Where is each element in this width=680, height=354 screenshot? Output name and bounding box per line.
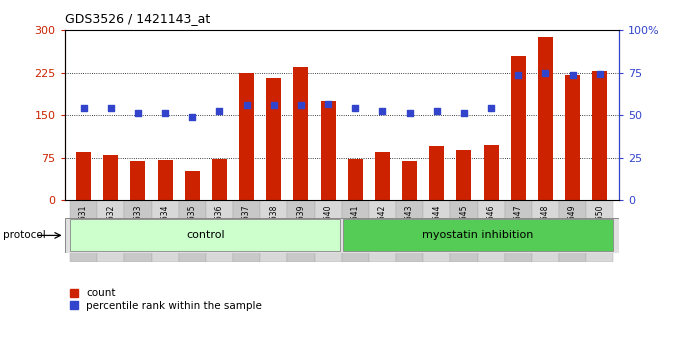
Point	[350, 105, 360, 111]
Bar	[375, 152, 390, 200]
Bar	[347, 159, 362, 200]
Bar	[396, 200, 423, 262]
Point	[486, 105, 496, 110]
Bar	[505, 200, 532, 262]
Text: GDS3526 / 1421143_at: GDS3526 / 1421143_at	[65, 12, 210, 25]
Bar	[456, 150, 471, 200]
Point	[513, 73, 524, 78]
Point	[404, 110, 415, 116]
Bar	[294, 67, 309, 200]
Bar	[131, 161, 146, 200]
Bar	[206, 200, 233, 262]
Bar	[369, 200, 396, 262]
Bar	[477, 200, 505, 262]
Point	[187, 114, 198, 120]
Point	[540, 70, 551, 75]
Text: GSM344635: GSM344635	[188, 205, 197, 251]
Text: GSM344642: GSM344642	[378, 205, 387, 251]
Bar	[103, 155, 118, 200]
Point	[567, 73, 578, 78]
Text: GSM344637: GSM344637	[242, 205, 251, 251]
Bar	[185, 171, 200, 200]
Text: protocol: protocol	[3, 230, 46, 240]
Point	[160, 110, 171, 116]
Point	[78, 105, 89, 111]
Point	[105, 105, 116, 111]
Text: GSM344643: GSM344643	[405, 205, 414, 251]
Point	[431, 108, 442, 113]
Bar	[233, 200, 260, 262]
Bar	[343, 219, 613, 251]
Bar	[423, 200, 450, 262]
Bar	[538, 37, 553, 200]
Point	[458, 110, 469, 116]
Bar	[429, 146, 444, 200]
Point	[241, 102, 252, 108]
Bar	[158, 160, 173, 200]
Bar	[70, 219, 341, 251]
Text: GSM344633: GSM344633	[133, 205, 142, 251]
Bar	[532, 200, 559, 262]
Text: GSM344644: GSM344644	[432, 205, 441, 251]
Point	[377, 108, 388, 114]
Bar	[124, 200, 152, 262]
Text: GSM344648: GSM344648	[541, 205, 550, 251]
Bar	[76, 152, 91, 200]
Legend: count, percentile rank within the sample: count, percentile rank within the sample	[70, 289, 262, 311]
Bar	[239, 73, 254, 200]
Bar	[342, 200, 369, 262]
Text: myostatin inhibition: myostatin inhibition	[422, 230, 533, 240]
Bar	[483, 144, 498, 200]
Bar	[260, 200, 288, 262]
Point	[269, 102, 279, 108]
Bar	[288, 200, 315, 262]
Bar	[402, 161, 417, 200]
Text: GSM344636: GSM344636	[215, 205, 224, 251]
Bar	[315, 200, 342, 262]
Bar	[179, 200, 206, 262]
Bar	[565, 75, 580, 200]
Text: control: control	[186, 230, 225, 240]
Text: GSM344634: GSM344634	[160, 205, 169, 251]
Bar	[450, 200, 477, 262]
Text: GSM344647: GSM344647	[514, 205, 523, 251]
Bar	[97, 200, 124, 262]
Text: GSM344641: GSM344641	[351, 205, 360, 251]
Bar	[267, 78, 282, 200]
Bar	[592, 71, 607, 200]
Point	[214, 108, 225, 113]
Point	[323, 101, 334, 107]
Text: GSM344640: GSM344640	[324, 205, 333, 251]
Text: GSM344632: GSM344632	[106, 205, 116, 251]
Bar	[586, 200, 613, 262]
Text: GSM344650: GSM344650	[595, 205, 605, 251]
Point	[594, 72, 605, 77]
Bar	[152, 200, 179, 262]
Text: GSM344639: GSM344639	[296, 205, 305, 251]
Bar	[559, 200, 586, 262]
Text: GSM344646: GSM344646	[487, 205, 496, 251]
Text: GSM344638: GSM344638	[269, 205, 278, 251]
Text: GSM344649: GSM344649	[568, 205, 577, 251]
Bar	[212, 159, 227, 200]
Bar	[511, 56, 526, 200]
Bar	[70, 200, 97, 262]
Point	[133, 110, 143, 116]
Text: GSM344631: GSM344631	[79, 205, 88, 251]
Bar	[321, 101, 336, 200]
Text: GSM344645: GSM344645	[460, 205, 469, 251]
Point	[296, 102, 307, 108]
